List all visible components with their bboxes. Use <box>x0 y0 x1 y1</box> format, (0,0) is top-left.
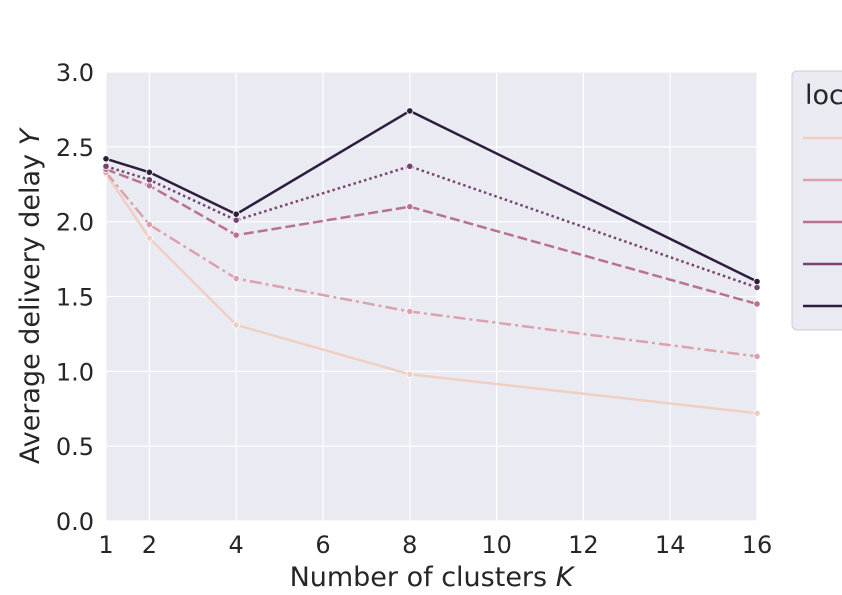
legend: loc <box>791 70 842 331</box>
x-axis-label: Number of clusters K <box>290 562 576 593</box>
legend-items <box>803 136 842 308</box>
data-point <box>753 300 761 308</box>
data-point <box>232 274 240 283</box>
x-tick-label: 6 <box>315 531 330 559</box>
data-point <box>145 182 153 190</box>
data-point <box>145 168 153 176</box>
y-tick-label: 2.5 <box>56 134 94 162</box>
data-point <box>102 162 110 170</box>
data-point <box>232 210 240 218</box>
data-point <box>406 107 414 115</box>
series-1 <box>102 170 761 417</box>
x-tick-label: 2 <box>142 531 157 559</box>
data-point <box>753 283 761 292</box>
data-point <box>232 216 240 224</box>
y-tick-label: 2.0 <box>56 209 94 237</box>
data-point <box>406 203 414 211</box>
series-2 <box>102 168 761 360</box>
data-point <box>753 409 761 417</box>
series-lines <box>102 107 761 417</box>
series-line <box>105 165 758 289</box>
tick-labels: 1 2 4 6 8 10 12 14 160.00.51.01.52.02.53.0 <box>56 59 772 559</box>
data-point <box>406 370 414 378</box>
x-tick-label: 1 <box>98 531 113 559</box>
y-tick-label: 1.5 <box>56 284 94 312</box>
data-point <box>232 231 240 239</box>
y-axis-label: Average delivery delay Y <box>15 126 46 464</box>
x-tick-label: 8 <box>402 531 417 559</box>
data-point <box>753 277 761 286</box>
y-tick-label: 1.0 <box>56 358 94 386</box>
data-point <box>145 221 153 229</box>
data-point <box>753 352 761 360</box>
series-4 <box>102 162 761 292</box>
data-point <box>145 176 153 184</box>
series-5 <box>102 107 761 286</box>
data-point <box>232 321 240 329</box>
data-point <box>406 307 414 316</box>
y-tick-label: 3.0 <box>56 59 94 87</box>
y-tick-label: 0.5 <box>56 433 94 461</box>
data-point <box>406 162 414 170</box>
data-point <box>145 234 153 242</box>
x-tick-label: 16 <box>742 531 773 559</box>
y-tick-label: 0.0 <box>56 508 94 536</box>
data-point <box>102 155 110 163</box>
legend-title: loc <box>805 80 842 111</box>
grid <box>105 71 758 522</box>
x-tick-label: 10 <box>481 531 512 559</box>
x-tick-label: 12 <box>568 531 599 559</box>
x-tick-label: 14 <box>655 531 686 559</box>
x-tick-label: 4 <box>229 531 244 559</box>
